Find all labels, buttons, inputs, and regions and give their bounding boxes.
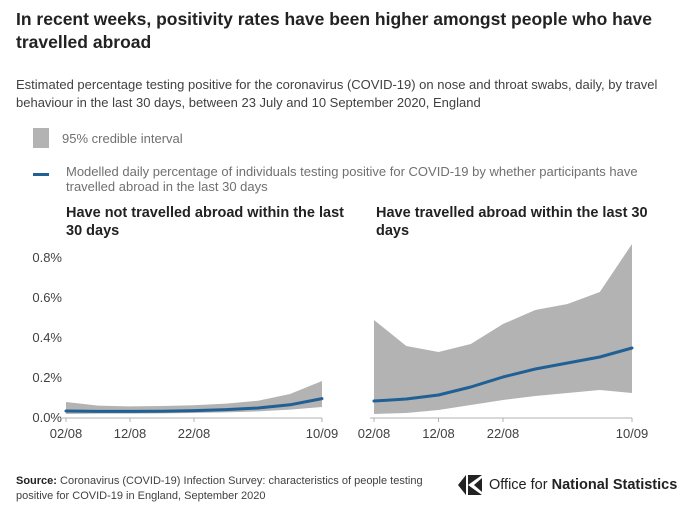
x-tick-label: 22/08: [178, 426, 211, 441]
x-tick-label: 12/08: [422, 426, 455, 441]
x-tick-label: 12/08: [114, 426, 147, 441]
y-tick-label: 0.6%: [32, 290, 62, 305]
source-note: Source: Coronavirus (COVID-19) Infection…: [16, 474, 456, 504]
ons-logo-icon: [458, 475, 482, 495]
x-tick-label: 10/09: [616, 426, 649, 441]
chart-title: In recent weeks, positivity rates have b…: [16, 9, 653, 52]
interval-swatch: [33, 128, 49, 148]
legend-interval-label: 95% credible interval: [62, 130, 183, 146]
credible-interval-band: [66, 381, 322, 414]
ons-logo: Office for National Statistics: [457, 473, 677, 497]
x-tick-label: 02/08: [50, 426, 83, 441]
x-tick-label: 02/08: [358, 426, 391, 441]
x-tick-label: 10/09: [306, 426, 339, 441]
panel-title-not-travelled: Have not travelled abroad within the las…: [66, 205, 344, 239]
legend-line-label: Modelled daily percentage of individuals…: [66, 164, 638, 194]
source-label: Source:: [16, 475, 57, 487]
y-tick-label: 0.2%: [32, 370, 62, 385]
chart-subtitle: Estimated percentage testing positive fo…: [16, 77, 658, 110]
credible-interval-band: [374, 244, 632, 414]
ons-logo-text: Office for National Statistics: [489, 477, 678, 493]
legend-interval: 95% credible interval: [33, 128, 183, 148]
line-swatch: [33, 173, 49, 176]
series-line: [64, 397, 324, 413]
panel-title-travelled: Have travelled abroad within the last 30…: [376, 205, 648, 239]
x-tick-label: 22/08: [487, 426, 520, 441]
source-text: Coronavirus (COVID-19) Infection Survey:…: [16, 475, 423, 502]
y-tick-label: 0.0%: [32, 410, 62, 425]
y-tick-label: 0.4%: [32, 330, 62, 345]
y-tick-label: 0.8%: [32, 250, 62, 265]
series-line: [372, 346, 634, 403]
